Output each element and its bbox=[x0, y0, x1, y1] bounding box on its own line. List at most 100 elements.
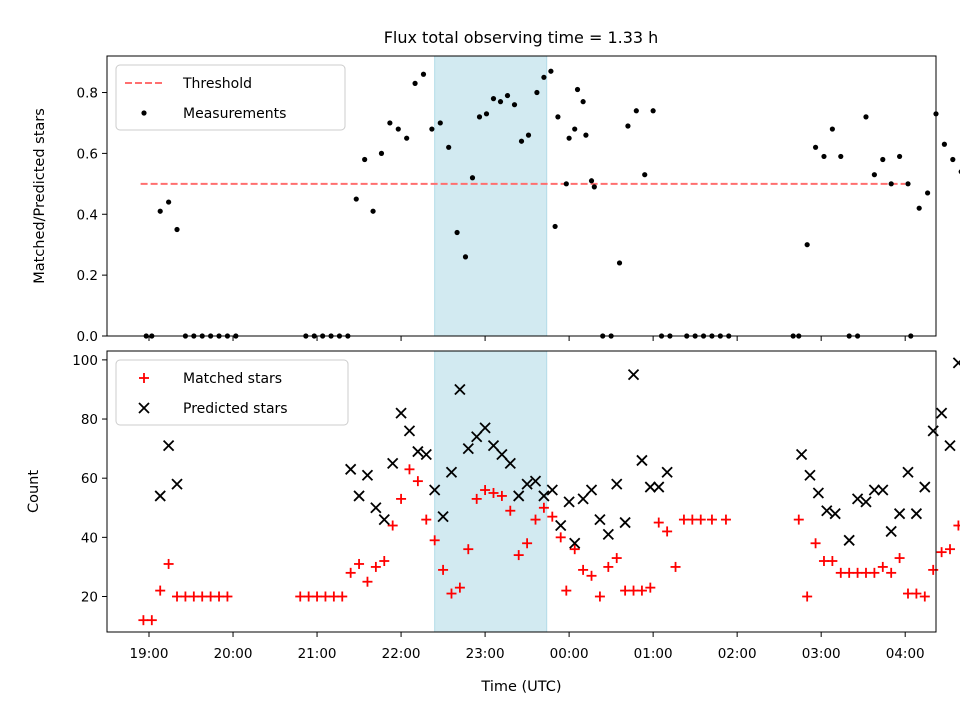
predicted-star-point bbox=[361, 469, 374, 481]
matched-star-point bbox=[818, 556, 829, 567]
matched-star-point bbox=[404, 464, 415, 475]
legend-entry-label: Matched stars bbox=[183, 371, 282, 387]
top-ylabel: Matched/Predicted stars bbox=[32, 108, 48, 284]
predicted-star-point bbox=[479, 422, 491, 434]
measurement-point bbox=[362, 156, 368, 163]
measurement-point bbox=[871, 172, 877, 178]
matched-star-point bbox=[197, 591, 208, 602]
predicted-star-b bbox=[893, 508, 906, 520]
measurement-point bbox=[574, 86, 581, 93]
predicted-star-point bbox=[644, 481, 656, 493]
xtick-label: 23:00 bbox=[466, 646, 505, 662]
matched-star-point bbox=[429, 535, 440, 546]
matched-star-point bbox=[454, 582, 465, 593]
predicted-star-b bbox=[619, 516, 631, 529]
predicted-star-b bbox=[885, 525, 897, 538]
legend-entry-label: Predicted stars bbox=[183, 401, 288, 417]
predicted-star-point bbox=[395, 407, 407, 419]
predicted-star-point bbox=[860, 496, 872, 508]
matched-star-point bbox=[214, 591, 225, 602]
xtick-label: 22:00 bbox=[382, 646, 421, 662]
predicted-star-b bbox=[412, 445, 424, 458]
measurement-point bbox=[387, 120, 393, 126]
predicted-star-b bbox=[504, 457, 516, 470]
matched-star-point bbox=[312, 591, 323, 602]
bottom-ytick-label: 20 bbox=[81, 590, 98, 606]
bottom-series-1 bbox=[154, 357, 960, 549]
predicted-star-point bbox=[661, 466, 673, 478]
matched-star-point bbox=[379, 556, 390, 567]
matched-star-point bbox=[155, 585, 166, 596]
measurement-point bbox=[497, 99, 504, 105]
matched-star-point bbox=[354, 558, 365, 569]
matched-star-point bbox=[205, 591, 216, 602]
bottom-legend: Matched stars Predicted stars bbox=[115, 359, 349, 426]
predicted-star-b bbox=[627, 369, 640, 381]
measurement-point bbox=[525, 132, 532, 138]
measurement-point bbox=[548, 68, 554, 74]
predicted-star-b bbox=[420, 448, 432, 461]
measurement-point bbox=[580, 99, 586, 105]
predicted-star-b bbox=[546, 484, 558, 496]
matched-star-point bbox=[421, 514, 432, 525]
measurement-point bbox=[518, 138, 525, 144]
predicted-star-point bbox=[577, 493, 589, 505]
measurement-point bbox=[490, 96, 497, 102]
measurement-point bbox=[483, 111, 490, 117]
predicted-star-b bbox=[602, 528, 614, 541]
matched-star-point bbox=[163, 558, 174, 569]
predicted-star-point bbox=[420, 448, 432, 461]
chart-title: Flux total observing time = 1.33 h bbox=[384, 28, 659, 47]
matched-star-point bbox=[561, 585, 572, 596]
predicted-star-point bbox=[944, 440, 956, 452]
predicted-star-b bbox=[487, 440, 500, 452]
matched-star-point bbox=[945, 544, 956, 555]
measurement-point bbox=[552, 223, 558, 230]
matched-star-point bbox=[547, 511, 558, 522]
matched-star-point bbox=[471, 493, 482, 504]
measurement-point bbox=[174, 226, 180, 233]
predicted-star-point bbox=[162, 440, 175, 452]
predicted-star-b bbox=[361, 469, 374, 481]
predicted-star-b bbox=[585, 484, 598, 496]
matched-star-point bbox=[844, 567, 855, 578]
predicted-star-b bbox=[952, 359, 960, 369]
predicted-star-point bbox=[902, 466, 914, 478]
measurement-point bbox=[642, 172, 648, 178]
measurement-point bbox=[541, 74, 547, 80]
matched-star-point bbox=[869, 567, 880, 578]
predicted-star-point bbox=[437, 511, 449, 523]
legend-matched-swatch bbox=[139, 373, 149, 383]
measurement-point bbox=[378, 150, 385, 156]
matched-star-point bbox=[827, 556, 838, 567]
predicted-star-b bbox=[479, 422, 491, 434]
predicted-star-point bbox=[154, 490, 166, 502]
predicted-star-b bbox=[611, 478, 623, 490]
matched-star-point bbox=[877, 561, 888, 572]
measurement-point bbox=[166, 199, 172, 205]
matched-star-point bbox=[480, 485, 491, 496]
bottom-axes-frame bbox=[106, 350, 937, 633]
matched-star-point bbox=[911, 588, 922, 599]
predicted-star-point bbox=[378, 513, 390, 526]
matched-star-point bbox=[953, 520, 960, 531]
matched-star-point bbox=[894, 553, 905, 564]
predicted-star-point bbox=[513, 490, 525, 502]
matched-star-point bbox=[852, 567, 863, 578]
bottom-series-0 bbox=[138, 464, 960, 626]
matched-star-point bbox=[463, 544, 474, 555]
predicted-star-b bbox=[353, 490, 365, 502]
predicted-star-b bbox=[370, 502, 382, 514]
predicted-star-b bbox=[529, 475, 542, 487]
measurement-point bbox=[504, 92, 511, 99]
predicted-star-b bbox=[902, 466, 914, 478]
matched-star-point bbox=[720, 514, 731, 525]
predicted-star-b bbox=[919, 481, 931, 493]
top-ytick-label: 0.4 bbox=[77, 207, 98, 223]
measurement-point bbox=[616, 260, 623, 266]
measurement-point bbox=[888, 181, 894, 187]
predicted-star-b bbox=[877, 484, 889, 496]
predicted-star-point bbox=[496, 448, 508, 461]
top-ytick-label: 0.6 bbox=[77, 146, 98, 162]
matched-star-point bbox=[188, 591, 199, 602]
